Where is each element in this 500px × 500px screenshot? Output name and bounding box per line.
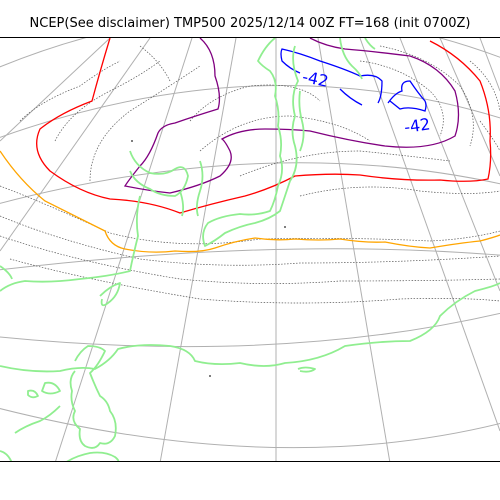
latitude-arc xyxy=(0,84,500,138)
isotherm-line xyxy=(0,215,500,266)
contour-purple xyxy=(123,38,460,194)
coastline xyxy=(0,282,500,373)
coastlines xyxy=(0,38,500,461)
coastline xyxy=(297,366,316,373)
latitude-arc xyxy=(0,162,500,204)
small-marks xyxy=(131,140,286,377)
map-dot xyxy=(131,140,133,142)
coastline xyxy=(14,405,61,434)
isotherm-line xyxy=(199,115,371,152)
meridian xyxy=(359,38,500,432)
map-title: NCEP(See disclaimer) TMP500 2025/12/14 0… xyxy=(29,16,471,31)
isotherm-line xyxy=(0,235,500,284)
contour-red xyxy=(36,38,492,214)
isotherm-line xyxy=(139,45,171,82)
isotherm-line xyxy=(239,150,451,177)
coastline xyxy=(179,190,185,217)
isotherm-line xyxy=(89,65,201,182)
graticule-latitudes xyxy=(0,38,500,449)
meridian xyxy=(159,38,237,461)
meridian xyxy=(439,38,500,177)
isotherm-line xyxy=(359,60,444,137)
map-dot xyxy=(284,226,286,228)
coastline xyxy=(202,38,299,247)
meridian xyxy=(479,38,500,92)
coastline xyxy=(41,381,61,395)
coastline xyxy=(364,38,376,50)
coastline xyxy=(99,282,121,307)
meridian xyxy=(399,38,500,292)
coastline xyxy=(0,450,13,461)
coastline xyxy=(298,90,305,152)
latitude-arc xyxy=(0,38,500,68)
latitude-arc xyxy=(0,407,500,449)
coastline xyxy=(339,38,363,80)
isotherm-line xyxy=(19,60,121,122)
isotherm-line xyxy=(299,186,500,197)
isotherm-line xyxy=(9,258,500,304)
latitude-arc xyxy=(0,248,500,271)
meridian xyxy=(0,38,151,252)
contour-label: -42 xyxy=(403,114,432,136)
graticule-meridians xyxy=(0,38,500,461)
map-frame: -42 -42 xyxy=(0,37,500,462)
weather-map: -42 -42 xyxy=(0,38,500,461)
isotherm-line xyxy=(469,60,500,112)
meridian xyxy=(317,38,391,461)
isotherm-line xyxy=(189,84,321,122)
dotted-isotherms xyxy=(0,45,500,304)
latitude-arc xyxy=(0,312,500,348)
contour-label: -42 xyxy=(301,67,331,91)
isotherm-line xyxy=(54,60,161,142)
meridian xyxy=(55,38,193,461)
coastline xyxy=(0,195,141,292)
map-dot xyxy=(209,375,211,377)
coastline xyxy=(129,150,189,197)
contour-orange xyxy=(0,150,500,253)
isotherm-line xyxy=(479,120,500,152)
coastline xyxy=(66,451,120,461)
coastline xyxy=(0,265,13,280)
meridian xyxy=(0,38,111,142)
coastline xyxy=(27,389,39,399)
contour-blue xyxy=(280,48,427,112)
isotherm-line xyxy=(379,45,474,147)
coastline xyxy=(69,345,117,449)
coastline xyxy=(195,160,204,217)
